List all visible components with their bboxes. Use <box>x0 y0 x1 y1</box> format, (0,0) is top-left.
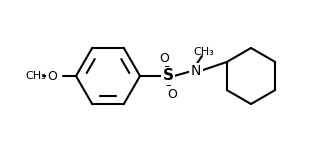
Text: CH₃: CH₃ <box>194 47 214 57</box>
Text: S: S <box>163 69 173 83</box>
Text: N: N <box>191 64 201 78</box>
Text: O: O <box>47 69 57 83</box>
Text: O: O <box>167 88 177 100</box>
Text: CH₃: CH₃ <box>26 71 46 81</box>
Text: O: O <box>159 52 169 64</box>
